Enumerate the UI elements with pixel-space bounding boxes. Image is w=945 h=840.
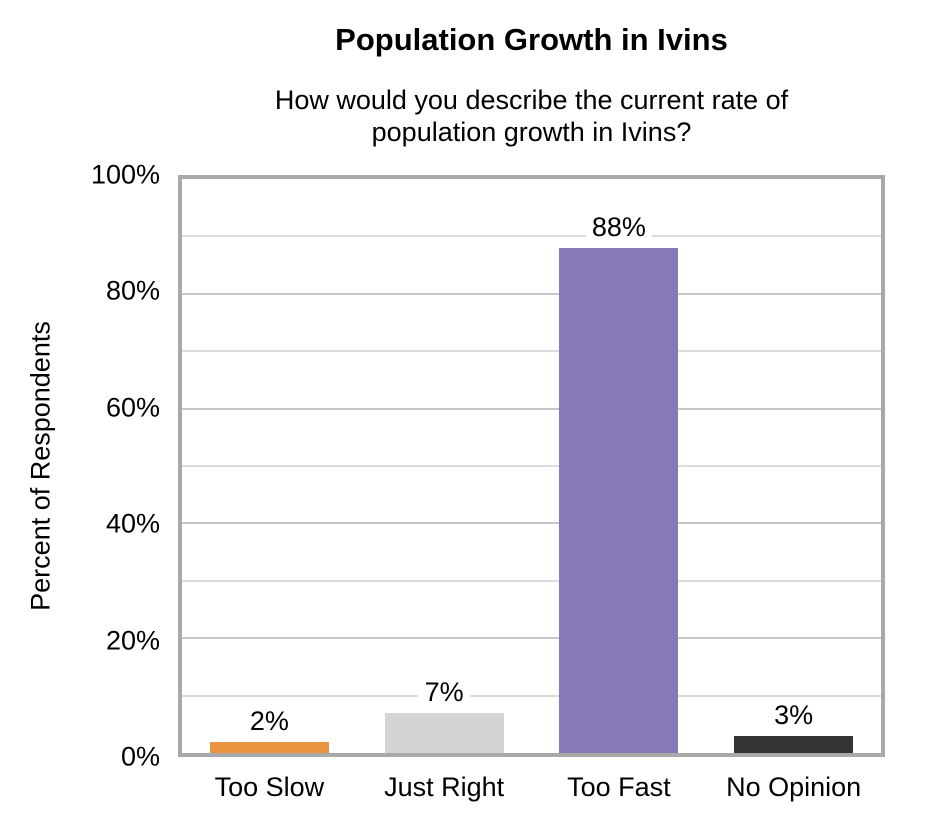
bar-too-slow <box>209 741 329 753</box>
bar-no-opinion <box>734 735 854 753</box>
bar-just-right <box>384 712 504 753</box>
y-tick-label-0: 0% <box>120 741 160 772</box>
y-tick-label-40: 40% <box>105 508 160 539</box>
bar-value-label-too-fast: 88% <box>585 211 652 242</box>
gridline-80 <box>182 292 881 295</box>
gridline-30 <box>182 579 881 582</box>
gridline-60 <box>182 407 881 410</box>
chart-subtitle: How would you describe the current rate … <box>128 84 935 148</box>
bar-value-label-no-opinion: 3% <box>768 699 820 730</box>
y-tick-label-80: 80% <box>105 275 160 306</box>
bar-too-fast <box>559 247 679 753</box>
bar-value-label-too-slow: 2% <box>243 705 295 736</box>
category-label-no-opinion: No Opinion <box>726 772 862 802</box>
gridline-10 <box>182 694 881 697</box>
gridline-90 <box>182 235 881 238</box>
gridline-20 <box>182 637 881 640</box>
plot-area: 2% 7% 88% 3% <box>178 175 885 757</box>
bar-value-label-just-right: 7% <box>418 676 470 707</box>
y-tick-label-20: 20% <box>105 625 160 656</box>
y-tick-label-60: 60% <box>105 392 160 423</box>
chart-title: Population Growth in Ivins <box>335 22 728 57</box>
category-label-too-fast: Too Fast <box>567 772 671 802</box>
category-label-just-right: Just Right <box>384 772 505 802</box>
y-axis-title: Percent of Respondents <box>25 321 56 611</box>
gridline-70 <box>182 350 881 353</box>
y-tick-label-100: 100% <box>90 159 160 190</box>
chart-subtitle-line-2: population growth in Ivins? <box>371 117 692 147</box>
category-label-too-slow: Too Slow <box>214 772 325 802</box>
gridline-50 <box>182 465 881 467</box>
gridline-40 <box>182 522 881 525</box>
chart-subtitle-line-1: How would you describe the current rate … <box>274 85 789 115</box>
